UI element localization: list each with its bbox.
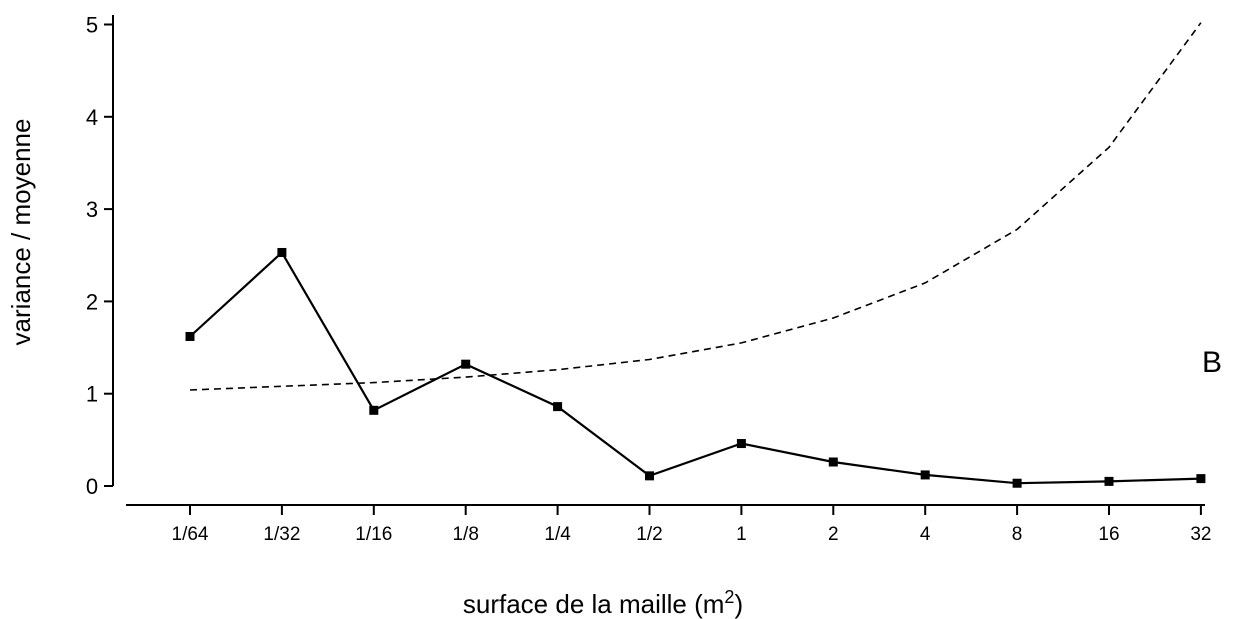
y-axis-title: variance / moyenne (6, 119, 36, 346)
data-point (1012, 478, 1022, 488)
y-tick-label: 3 (86, 197, 98, 222)
x-tick-label: 2 (828, 524, 839, 545)
series-line-0 (189, 250, 1201, 485)
x-tick-label: 32 (1190, 524, 1211, 545)
y-tick-label: 5 (86, 13, 98, 38)
y-tick-label: 4 (86, 105, 98, 130)
data-point (553, 402, 563, 412)
data-point (461, 359, 471, 369)
x-tick-label: 1/32 (263, 524, 300, 545)
data-point (920, 470, 930, 480)
x-axis-title-suffix: ) (734, 589, 743, 619)
y-tick-label: 0 (86, 474, 98, 499)
x-tick-label: 16 (1098, 524, 1119, 545)
x-tick-label: 1/64 (172, 524, 209, 545)
data-point (1104, 476, 1114, 486)
x-tick-label: 4 (920, 524, 931, 545)
x-tick-label: 8 (1012, 524, 1023, 545)
data-point (185, 331, 195, 341)
panel-label: B (1202, 346, 1222, 379)
y-tick-label: 2 (86, 289, 98, 314)
data-point (736, 439, 746, 449)
x-tick-label: 1/16 (355, 524, 392, 545)
axes: 0 1 2 3 4 5 1/64 1/32 1/16 1/8 1/4 1/2 1 2 4 8 16 32 (86, 13, 1212, 546)
x-tick-label: 1 (736, 524, 747, 545)
x-axis-title: surface de la maille (m2) (463, 587, 743, 619)
y-tick-label: 1 (86, 382, 98, 407)
x-axis-title-main: surface de la maille (m (463, 589, 725, 619)
data-point (277, 247, 287, 257)
series-line-1 (189, 22, 1202, 391)
data-point (1196, 474, 1206, 484)
x-tick-label: 1/4 (544, 524, 571, 545)
data-point (828, 457, 838, 467)
x-tick-label: 1/8 (452, 524, 478, 545)
data-point (645, 471, 654, 481)
data-point (369, 405, 379, 415)
series-layer (185, 22, 1206, 488)
x-tick-label: 1/2 (636, 524, 662, 545)
x-axis-title-superscript: 2 (724, 587, 734, 607)
